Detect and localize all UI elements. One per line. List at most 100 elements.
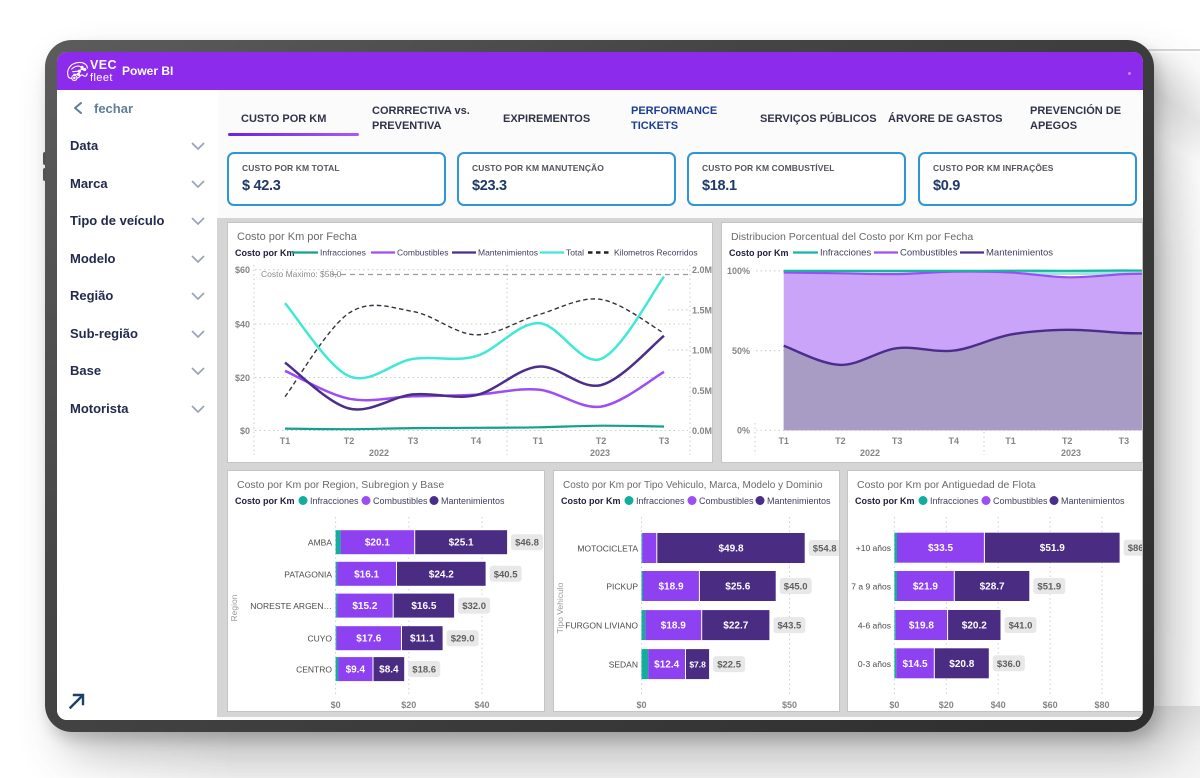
- svg-text:7 a 9 años: 7 a 9 años: [851, 582, 891, 592]
- svg-text:Infracciones: Infracciones: [320, 248, 366, 258]
- svg-text:0.5M: 0.5M: [692, 386, 712, 396]
- svg-text:Combustibles: Combustibles: [900, 248, 958, 259]
- svg-text:Costo por Km: Costo por Km: [235, 248, 295, 258]
- svg-text:Combustibles: Combustibles: [397, 248, 449, 258]
- svg-text:$25.1: $25.1: [449, 538, 474, 549]
- svg-text:$18.9: $18.9: [658, 582, 683, 593]
- svg-text:4-6 años: 4-6 años: [858, 621, 891, 631]
- svg-text:Combustibles: Combustibles: [699, 496, 754, 506]
- svg-text:Total: Total: [566, 248, 584, 258]
- svg-text:Tipo Vehiculo: Tipo Vehiculo: [555, 582, 565, 633]
- svg-text:PATAGONIA: PATAGONIA: [284, 569, 332, 579]
- svg-text:Costo por Km: Costo por Km: [561, 496, 621, 506]
- svg-text:50%: 50%: [732, 346, 750, 356]
- svg-text:$15.2: $15.2: [352, 601, 377, 612]
- svg-text:$20.8: $20.8: [949, 659, 974, 670]
- svg-text:0%: 0%: [737, 426, 750, 436]
- svg-text:$40: $40: [474, 700, 489, 710]
- svg-text:Costo por Km: Costo por Km: [235, 496, 295, 506]
- svg-text:$18.6: $18.6: [412, 665, 436, 676]
- svg-text:$20.1: $20.1: [365, 538, 390, 549]
- svg-text:$41.0: $41.0: [1009, 621, 1033, 632]
- svg-text:$22.7: $22.7: [723, 621, 748, 632]
- svg-text:Infracciones: Infracciones: [820, 248, 871, 259]
- svg-text:$0: $0: [331, 700, 341, 710]
- svg-text:T2: T2: [344, 436, 355, 446]
- svg-text:MOTOCICLETA: MOTOCICLETA: [577, 544, 638, 554]
- svg-text:T4: T4: [471, 436, 482, 446]
- svg-text:T3: T3: [408, 436, 419, 446]
- svg-text:Costo por Km por Fecha: Costo por Km por Fecha: [237, 231, 358, 243]
- svg-text:$11.1: $11.1: [410, 634, 435, 645]
- svg-text:Mantenimientos: Mantenimientos: [1061, 496, 1125, 506]
- svg-text:T1: T1: [280, 436, 291, 446]
- svg-text:$16.1: $16.1: [354, 569, 379, 580]
- svg-text:Mantenimientos: Mantenimientos: [767, 496, 831, 506]
- svg-text:1.5M: 1.5M: [692, 305, 712, 315]
- svg-text:Costo por Km: Costo por Km: [855, 496, 915, 506]
- svg-text:$29.0: $29.0: [451, 634, 475, 645]
- svg-text:2023: 2023: [1061, 448, 1081, 458]
- svg-text:CUYO: CUYO: [307, 634, 332, 644]
- svg-text:Distribucion Porcentual del Co: Distribucion Porcentual del Costo por Km…: [731, 231, 973, 243]
- svg-text:Infracciones: Infracciones: [636, 496, 685, 506]
- svg-text:$40: $40: [235, 320, 250, 330]
- svg-text:PICKUP: PICKUP: [606, 582, 638, 592]
- svg-text:$8.4: $8.4: [379, 665, 399, 676]
- svg-text:Combustibles: Combustibles: [373, 496, 428, 506]
- svg-text:$51.9: $51.9: [1040, 543, 1065, 554]
- svg-text:Combustibles: Combustibles: [993, 496, 1048, 506]
- svg-text:$14.5: $14.5: [902, 659, 927, 670]
- svg-text:T2: T2: [596, 436, 607, 446]
- svg-text:T1: T1: [1005, 436, 1016, 446]
- svg-text:$0: $0: [240, 426, 250, 436]
- svg-text:CENTRO: CENTRO: [296, 665, 332, 675]
- svg-text:$45.0: $45.0: [784, 582, 808, 593]
- svg-text:+10 años: +10 años: [856, 543, 891, 553]
- svg-text:100%: 100%: [727, 266, 750, 276]
- svg-text:2023: 2023: [590, 448, 610, 458]
- svg-text:$46.8: $46.8: [515, 538, 539, 549]
- svg-text:$32.0: $32.0: [462, 601, 486, 612]
- svg-text:T1: T1: [533, 436, 544, 446]
- svg-text:Infracciones: Infracciones: [930, 496, 979, 506]
- svg-text:1.0M: 1.0M: [692, 346, 712, 356]
- svg-text:$49.8: $49.8: [718, 544, 743, 555]
- svg-text:0.0M: 0.0M: [692, 426, 712, 436]
- svg-text:T1: T1: [778, 436, 789, 446]
- svg-text:$40: $40: [991, 700, 1006, 710]
- svg-text:$54.8: $54.8: [813, 544, 837, 555]
- svg-text:Costo Maximo: $58,0: Costo Maximo: $58,0: [261, 269, 342, 279]
- svg-text:$21.9: $21.9: [913, 582, 938, 593]
- svg-text:2.0M: 2.0M: [692, 265, 712, 275]
- svg-text:$60: $60: [1043, 700, 1058, 710]
- svg-text:$9.4: $9.4: [346, 665, 366, 676]
- svg-text:Region: Region: [229, 594, 239, 621]
- svg-text:$40.5: $40.5: [494, 569, 518, 580]
- svg-text:$25.6: $25.6: [725, 582, 750, 593]
- svg-text:$17.6: $17.6: [356, 634, 381, 645]
- svg-text:$19.8: $19.8: [909, 621, 934, 632]
- svg-text:Mantenimientos: Mantenimientos: [986, 248, 1053, 259]
- svg-text:$22.5: $22.5: [717, 660, 741, 671]
- svg-text:T2: T2: [1062, 436, 1073, 446]
- svg-text:$36.0: $36.0: [997, 659, 1021, 670]
- svg-text:Mantenimientos: Mantenimientos: [478, 248, 538, 258]
- svg-text:Infracciones: Infracciones: [310, 496, 359, 506]
- svg-text:$51.9: $51.9: [1037, 582, 1061, 593]
- svg-text:T4: T4: [949, 436, 960, 446]
- svg-text:Costo por Km: Costo por Km: [729, 248, 789, 258]
- svg-text:$0: $0: [889, 700, 899, 710]
- svg-text:NORESTE ARGEN…: NORESTE ARGEN…: [250, 601, 332, 611]
- svg-text:$16.5: $16.5: [411, 601, 436, 612]
- svg-text:FURGON LIVIANO: FURGON LIVIANO: [565, 621, 638, 631]
- svg-text:$33.5: $33.5: [928, 543, 953, 554]
- svg-text:$28.7: $28.7: [980, 582, 1005, 593]
- svg-text:0-3 años: 0-3 años: [858, 659, 891, 669]
- svg-text:$12.4: $12.4: [654, 660, 679, 671]
- svg-text:AMBA: AMBA: [308, 538, 332, 548]
- svg-text:Costo por Km por Region, Subre: Costo por Km por Region, Subregion y Bas…: [237, 479, 444, 491]
- svg-text:$80: $80: [1094, 700, 1109, 710]
- svg-text:Costo por Km por Tipo Vehiculo: Costo por Km por Tipo Vehiculo, Marca, M…: [563, 480, 823, 491]
- svg-text:SEDAN: SEDAN: [609, 660, 638, 670]
